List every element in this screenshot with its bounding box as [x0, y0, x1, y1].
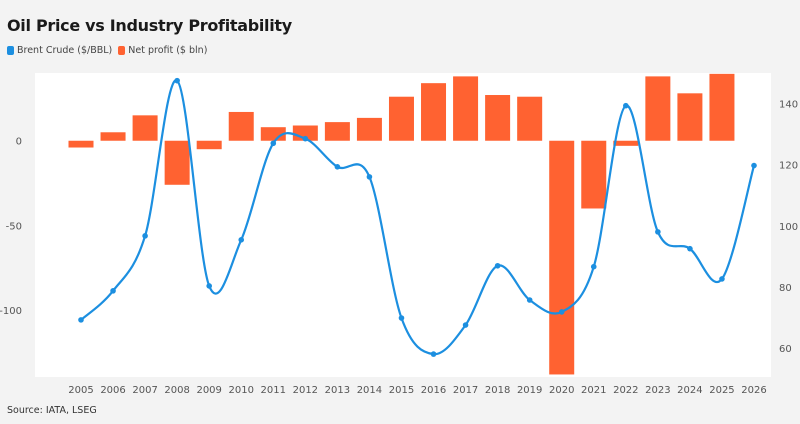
legend-label-brent: Brent Crude ($/BBL) [17, 45, 113, 56]
point-brent-2020 [558, 309, 565, 315]
bar-net-profit-2009 [196, 140, 222, 150]
bar-net-profit-2017 [453, 76, 479, 141]
bar-net-profit-2021 [581, 140, 607, 209]
point-brent-2025 [719, 276, 725, 282]
point-brent-2017 [462, 322, 469, 328]
point-brent-2026 [751, 162, 757, 169]
x-axis-tick: 2010 [229, 385, 254, 396]
bar-net-profit-2016 [421, 83, 447, 141]
bar-net-profit-2015 [388, 96, 414, 141]
point-brent-2007 [142, 233, 148, 239]
bar-net-profit-2018 [485, 95, 511, 141]
bar-net-profit-2007 [132, 115, 158, 141]
legend-item-net-profit: Net profit ($ bln) [118, 45, 207, 56]
x-axis-tick: 2013 [325, 385, 350, 396]
source-note: Source: IATA, LSEG [7, 405, 97, 416]
legend-item-brent: Brent Crude ($/BBL) [7, 45, 112, 56]
x-axis-tick: 2020 [549, 385, 574, 396]
x-axis-tick: 2018 [485, 385, 510, 396]
legend-label-net-profit: Net profit ($ bln) [128, 45, 208, 56]
bar-net-profit-2022 [613, 140, 639, 146]
bar-net-profit-2014 [356, 117, 382, 141]
point-brent-2018 [494, 262, 501, 269]
bar-net-profit-2006 [100, 132, 126, 141]
x-axis-tick: 2019 [517, 385, 542, 396]
bar-net-profit-2024 [677, 93, 703, 141]
x-axis-tick: 2008 [164, 385, 189, 396]
point-brent-2013 [334, 163, 341, 170]
bar-net-profit-2005 [68, 140, 94, 148]
x-axis-tick: 2006 [100, 385, 125, 396]
x-axis-tick: 2025 [709, 385, 734, 396]
legend-swatch-brent [7, 46, 14, 55]
x-axis-tick: 2023 [645, 385, 670, 396]
bar-net-profit-2013 [324, 122, 350, 141]
x-axis-tick: 2011 [261, 385, 286, 396]
x-axis-tick: 2024 [677, 385, 702, 396]
point-brent-2024 [687, 245, 693, 252]
point-brent-2016 [430, 351, 437, 357]
x-axis-tick: 2021 [581, 385, 606, 396]
x-axis-tick: 2026 [741, 385, 766, 396]
x-axis-tick: 2012 [293, 385, 318, 396]
legend: Brent Crude ($/BBL) Net profit ($ bln) [7, 45, 207, 56]
x-axis-tick: 2015 [389, 385, 414, 396]
legend-swatch-net-profit [118, 46, 126, 55]
right-axis-tick: 120 [779, 161, 798, 172]
point-brent-2023 [655, 229, 661, 235]
bar-net-profit-2020 [549, 140, 575, 375]
right-axis-tick: 60 [779, 344, 792, 355]
bar-net-profit-2019 [517, 96, 543, 141]
left-axis-tick: -50 [6, 221, 22, 232]
right-axis-tick: 100 [779, 222, 798, 233]
point-brent-2021 [590, 263, 597, 270]
bar-net-profit-2008 [164, 140, 190, 185]
point-brent-2005 [78, 317, 84, 323]
point-brent-2009 [206, 283, 212, 289]
point-brent-2014 [366, 174, 373, 180]
point-brent-2019 [526, 297, 533, 303]
point-brent-2012 [302, 135, 309, 142]
chart-title: Oil Price vs Industry Profitability [7, 16, 292, 35]
x-axis-tick: 2016 [421, 385, 446, 396]
point-brent-2015 [398, 315, 405, 321]
left-axis-tick: -100 [0, 306, 22, 317]
x-axis-tick: 2022 [613, 385, 638, 396]
bar-net-profit-2023 [645, 76, 671, 141]
x-axis-tick: 2014 [357, 385, 382, 396]
bar-net-profit-2010 [228, 111, 254, 141]
x-axis-tick: 2009 [196, 385, 221, 396]
point-brent-2010 [238, 237, 245, 243]
left-axis-tick: 0 [16, 137, 22, 148]
right-axis-tick: 80 [779, 283, 792, 294]
x-axis-tick: 2005 [68, 385, 93, 396]
point-brent-2008 [174, 77, 180, 84]
x-axis-tick: 2017 [453, 385, 478, 396]
bar-net-profit-2025 [709, 73, 735, 141]
right-axis-tick: 140 [779, 100, 798, 111]
x-axis-tick: 2007 [132, 385, 157, 396]
point-brent-2006 [110, 288, 116, 294]
point-brent-2022 [623, 102, 629, 109]
point-brent-2011 [270, 140, 277, 147]
